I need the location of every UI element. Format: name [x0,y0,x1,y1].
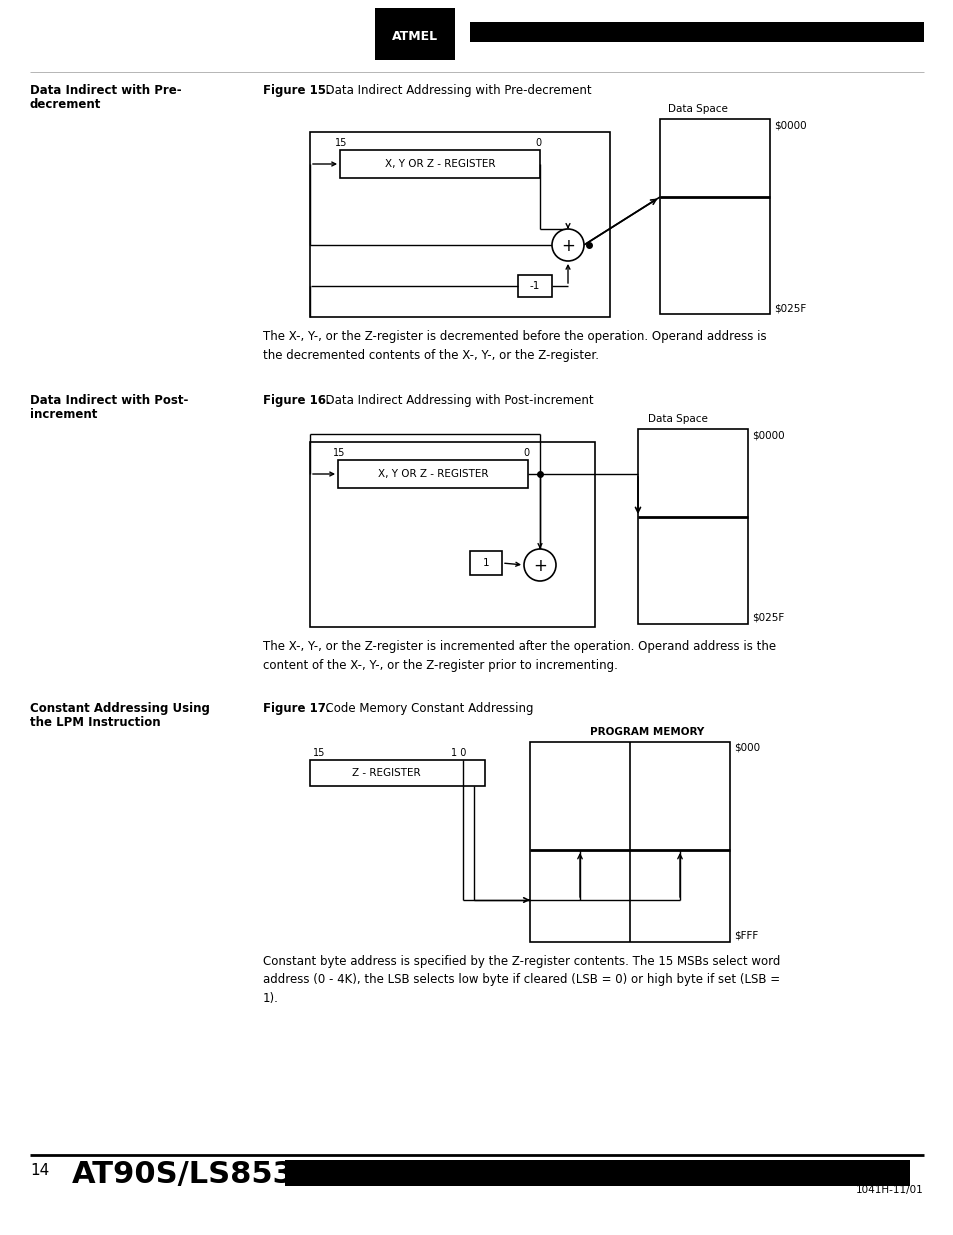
Text: 15: 15 [313,748,325,758]
Text: $025F: $025F [751,613,783,622]
Text: $FFF: $FFF [733,931,758,941]
Text: Data Indirect with Post-: Data Indirect with Post- [30,394,188,408]
Text: PROGRAM MEMORY: PROGRAM MEMORY [589,727,703,737]
Text: 1: 1 [482,558,489,568]
Text: Constant Addressing Using: Constant Addressing Using [30,701,210,715]
Text: $025F: $025F [773,303,805,312]
Text: Data Indirect Addressing with Post-increment: Data Indirect Addressing with Post-incre… [317,394,593,408]
Bar [470,22,923,42]
Text: Figure 15.: Figure 15. [263,84,331,98]
Bar [310,442,595,627]
Text: 1 0: 1 0 [451,748,466,758]
Bar [530,742,729,942]
Text: Figure 16.: Figure 16. [263,394,331,408]
Circle shape [552,228,583,261]
Text: Figure 17.: Figure 17. [263,701,330,715]
Text: X, Y OR Z - REGISTER: X, Y OR Z - REGISTER [384,159,495,169]
Text: Code Memory Constant Addressing: Code Memory Constant Addressing [317,701,533,715]
Text: X, Y OR Z - REGISTER: X, Y OR Z - REGISTER [377,469,488,479]
Text: $0000: $0000 [773,120,806,130]
Text: 15: 15 [333,448,345,458]
Text: Data Indirect Addressing with Pre-decrement: Data Indirect Addressing with Pre-decrem… [317,84,591,98]
Circle shape [523,550,556,580]
Text: the LPM Instruction: the LPM Instruction [30,716,160,729]
Text: $0000: $0000 [751,430,783,440]
Text: -1: -1 [529,282,539,291]
Text: +: + [560,237,575,254]
Bar [659,119,769,314]
Bar [379,16,450,52]
Bar [285,1160,909,1186]
Bar [470,551,501,576]
Bar [310,132,609,317]
Text: The X-, Y-, or the Z-register is decremented before the operation. Operand addre: The X-, Y-, or the Z-register is decreme… [263,330,766,362]
Text: Z - REGISTER: Z - REGISTER [352,768,420,778]
Text: increment: increment [30,408,97,421]
Bar [310,760,484,785]
Text: AT90S/LS8535: AT90S/LS8535 [71,1160,315,1189]
Text: Data Space: Data Space [667,104,727,114]
Text: Constant byte address is specified by the Z-register contents. The 15 MSBs selec: Constant byte address is specified by th… [263,955,780,1005]
Text: +: + [533,557,546,576]
Text: decrement: decrement [30,98,101,111]
Bar [337,459,527,488]
Bar [517,275,552,296]
Bar [339,149,539,178]
Text: 0: 0 [535,138,540,148]
Text: $000: $000 [733,743,760,753]
Text: 15: 15 [335,138,347,148]
Text: 1041H-11/01: 1041H-11/01 [856,1186,923,1195]
Text: Data Space: Data Space [647,414,707,424]
Text: ATMEL: ATMEL [392,30,437,42]
Text: Data Indirect with Pre-: Data Indirect with Pre- [30,84,181,98]
Text: The X-, Y-, or the Z-register is incremented after the operation. Operand addres: The X-, Y-, or the Z-register is increme… [263,640,776,672]
Bar [638,429,747,624]
Bar [375,7,455,61]
Text: 0: 0 [522,448,529,458]
Text: 14: 14 [30,1163,50,1178]
